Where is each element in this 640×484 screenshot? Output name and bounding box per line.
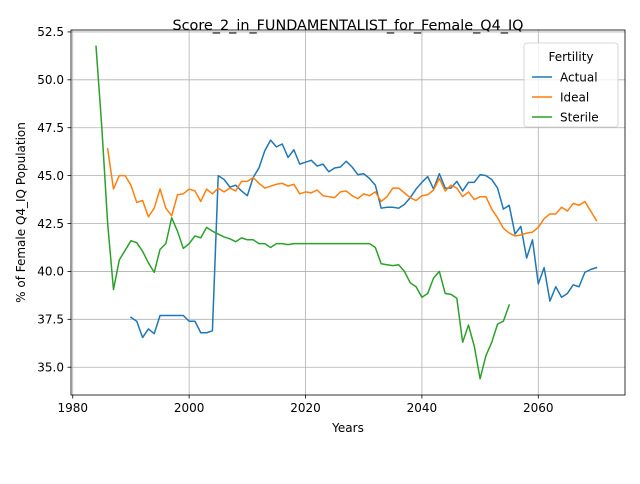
y-tick-label: 50.0 bbox=[37, 73, 64, 87]
x-tick-label: 1980 bbox=[57, 401, 88, 415]
y-tick-label: 40.0 bbox=[37, 265, 64, 279]
y-tick-label: 37.5 bbox=[37, 313, 64, 327]
y-tick-label: 45.0 bbox=[37, 169, 64, 183]
x-tick-label: 2060 bbox=[523, 401, 554, 415]
series-line-sterile bbox=[95, 45, 511, 380]
x-tick-label: 2020 bbox=[290, 401, 321, 415]
y-tick-label: 42.5 bbox=[37, 217, 64, 231]
series-lines bbox=[95, 45, 598, 380]
x-tick-label: 2040 bbox=[407, 401, 438, 415]
legend-label-sterile: Sterile bbox=[560, 110, 599, 124]
series-line-ideal bbox=[106, 147, 598, 237]
plot-area-frame bbox=[70, 29, 626, 396]
legend-entries: Actual Ideal Sterile bbox=[532, 70, 599, 124]
x-tick-label: 2000 bbox=[174, 401, 205, 415]
y-tick-label: 47.5 bbox=[37, 121, 64, 135]
legend-box bbox=[523, 42, 619, 128]
y-axis-label: % of Female Q4_IQ Population bbox=[14, 122, 28, 303]
legend-label-actual: Actual bbox=[560, 70, 598, 84]
legend: Fertility Actual Ideal Sterile bbox=[523, 42, 619, 128]
legend-label-ideal: Ideal bbox=[560, 90, 589, 104]
y-axis-ticks: 35.0 37.5 40.0 42.5 45.0 47.5 50.0 52.5 bbox=[37, 25, 71, 375]
legend-title: Fertility bbox=[548, 50, 593, 64]
y-tick-label: 52.5 bbox=[37, 25, 64, 39]
x-axis-ticks: 1980 2000 2020 2040 2060 bbox=[57, 395, 554, 415]
series-line-actual bbox=[129, 139, 598, 339]
x-axis-label: Years bbox=[331, 421, 364, 435]
y-tick-label: 35.0 bbox=[37, 361, 64, 375]
